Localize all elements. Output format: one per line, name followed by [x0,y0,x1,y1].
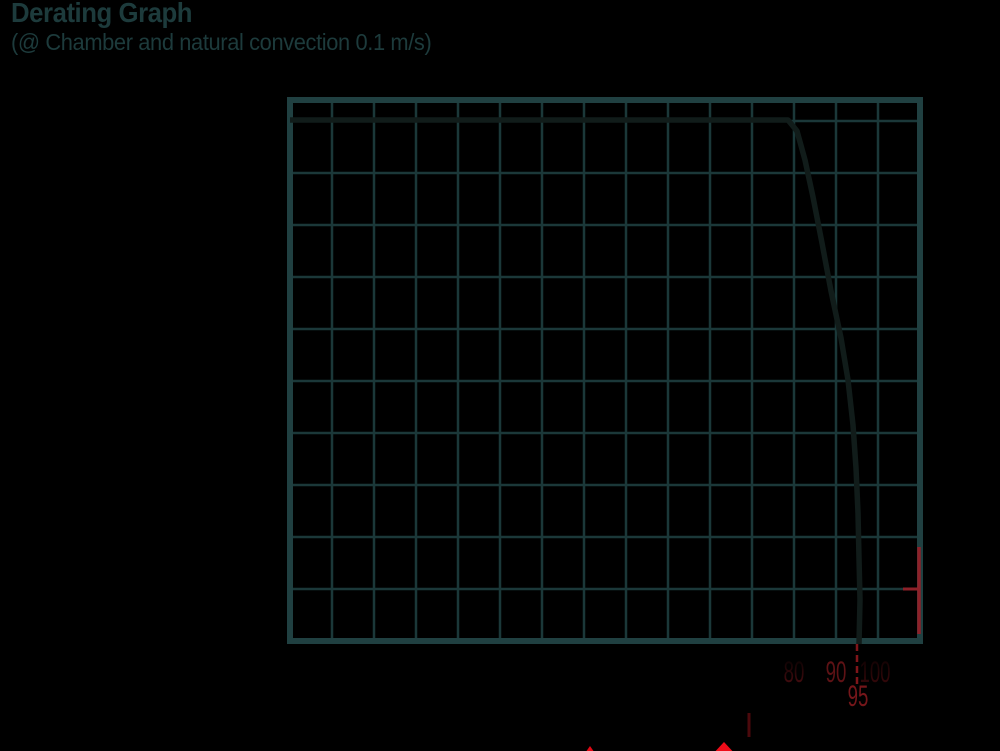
x-tick-label-90: 90 [825,656,847,689]
plot-frame [287,97,923,644]
marker-triangle-large [715,742,733,751]
page-subtitle: (@ Chamber and natural convection 0.1 m/… [11,29,432,55]
x-highlight-label-95: 95 [847,680,869,713]
page-title: Derating Graph [11,0,193,28]
derating-curve [290,117,863,645]
x-tick-label-100: 100 [859,656,891,689]
marker-triangle-small [586,746,594,751]
x-tick-label-80: 80 [783,656,805,689]
